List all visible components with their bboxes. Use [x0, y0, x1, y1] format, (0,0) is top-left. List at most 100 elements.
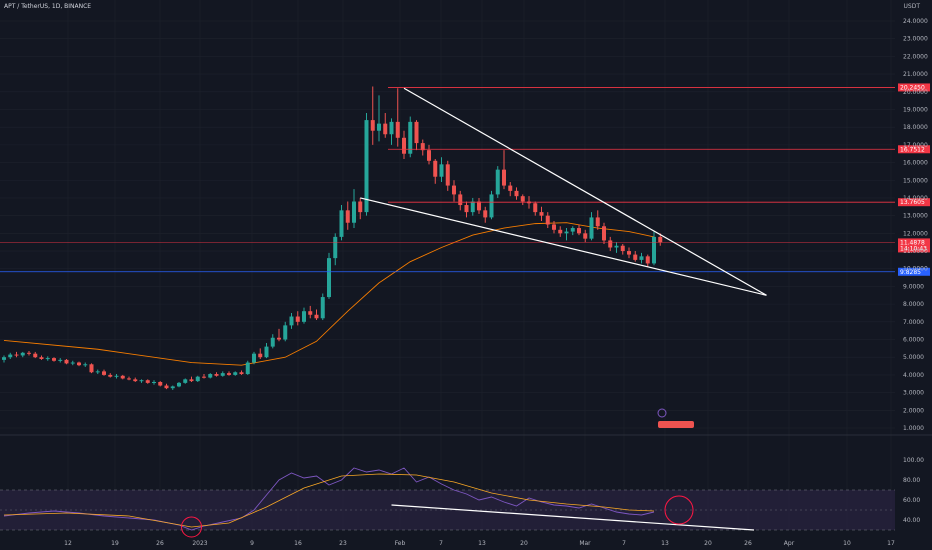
time-tick-label: 23: [339, 540, 347, 547]
candle-body: [333, 236, 338, 259]
candle-body: [320, 297, 325, 319]
candle-body: [570, 228, 575, 232]
candle-body: [245, 362, 250, 375]
candle-body: [127, 378, 131, 380]
price-level-tag: [898, 198, 930, 207]
rsi-tick-label: 40.00: [903, 517, 920, 524]
candle-body: [458, 194, 463, 206]
candle-body: [70, 362, 75, 364]
candle-body: [308, 311, 313, 315]
rsi-tick-label: 80.00: [903, 477, 920, 484]
candle-body: [414, 121, 419, 144]
candle-body: [33, 353, 38, 358]
time-tick-label: 13: [661, 540, 669, 547]
candle-body: [345, 210, 350, 223]
candle-body: [514, 190, 519, 197]
candle-body: [483, 210, 488, 218]
candle-body: [420, 143, 425, 151]
candle-body: [408, 121, 413, 154]
candle-body: [377, 123, 381, 131]
time-tick-label: 17: [887, 540, 895, 547]
candle-body: [439, 164, 444, 177]
time-tick-label: 19: [111, 540, 119, 547]
flags-icon[interactable]: [658, 421, 694, 428]
time-tick-label: Apr: [784, 540, 795, 547]
moving-average: [3, 222, 655, 366]
candle-body: [52, 358, 56, 361]
candle-body: [189, 379, 194, 382]
candle-body: [445, 164, 450, 186]
candle-body: [589, 217, 594, 239]
candle-body: [183, 379, 188, 383]
candle-body: [302, 311, 306, 322]
candle-body: [283, 325, 288, 340]
candle-body: [114, 375, 119, 377]
candle-body: [402, 137, 406, 154]
candle-body: [83, 364, 88, 366]
price-tick-label: 10.0000: [903, 266, 928, 273]
candle-body: [2, 357, 6, 360]
wedge-trendline: [360, 197, 767, 296]
candle-body: [108, 374, 113, 377]
candle-body: [639, 256, 644, 260]
candle-body: [645, 256, 650, 264]
rsi-circle-annotation: [664, 495, 694, 525]
price-tick-label: 7.0000: [903, 319, 924, 326]
rsi-pane: [0, 434, 932, 538]
price-tick-label: 18.0000: [903, 124, 928, 131]
candle-body: [227, 373, 231, 375]
candle-body: [370, 120, 375, 131]
candle-body: [545, 215, 550, 225]
candle-body: [452, 185, 456, 195]
time-tick-label: 9: [250, 540, 254, 547]
candle-body: [139, 380, 144, 382]
candle-body: [564, 231, 569, 234]
price-axis[interactable]: 24.0000 23.0000 22.0000 21.0000 20.0000 19.00…: [903, 18, 928, 524]
candle-body: [602, 226, 606, 241]
price-tick-label: 4.0000: [903, 372, 924, 379]
price-tick-label: 15.0000: [903, 177, 928, 184]
candle-body: [8, 354, 13, 358]
price-level-tag: [898, 267, 930, 276]
candle-body: [470, 201, 475, 213]
time-tick-label: 7: [622, 540, 626, 547]
price-tick-label: 21.0000: [903, 71, 928, 78]
candle-body: [652, 236, 656, 264]
price-tick-label: 20.0000: [903, 89, 928, 96]
candle-body: [20, 352, 25, 356]
candle-body: [202, 376, 206, 378]
candle-body: [164, 385, 169, 389]
candle-body: [658, 236, 663, 243]
candle-body: [258, 353, 263, 358]
candle-body: [239, 372, 244, 375]
price-tick-label: 1.0000: [903, 425, 924, 432]
candle-body: [120, 375, 125, 379]
event-marker-icon[interactable]: [657, 408, 667, 418]
candle-body: [220, 373, 225, 376]
price-tick-label: 16.0000: [903, 160, 928, 167]
price-grid: [0, 0, 895, 530]
price-level-value: 11.4878: [900, 239, 925, 246]
wedge-trendline: [403, 87, 767, 296]
countdown-label: 14:10:43: [900, 245, 927, 252]
candle-body: [533, 203, 538, 213]
price-tick-label: 12.0000: [903, 230, 928, 237]
time-axis[interactable]: 12 19 26 2023 9 16 23 Feb 7 13 20 Mar 7 13 20 26 Apr 10 17: [64, 540, 895, 547]
candle-body: [208, 374, 213, 378]
price-tick-label: 3.0000: [903, 390, 924, 397]
trendlines: [360, 87, 767, 296]
candle-body: [77, 362, 81, 366]
price-tick-label: 23.0000: [903, 36, 928, 43]
candle-body: [195, 376, 200, 382]
candle-body: [389, 121, 394, 135]
ma-line: [3, 222, 655, 366]
price-tick-label: 17.0000: [903, 142, 928, 149]
price-level-tag: [898, 83, 930, 92]
candle-body: [45, 358, 50, 360]
time-tick-label: 12: [64, 540, 72, 547]
candle-body: [595, 217, 600, 227]
time-tick-label: 20: [704, 540, 712, 547]
candle-body: [133, 379, 138, 382]
